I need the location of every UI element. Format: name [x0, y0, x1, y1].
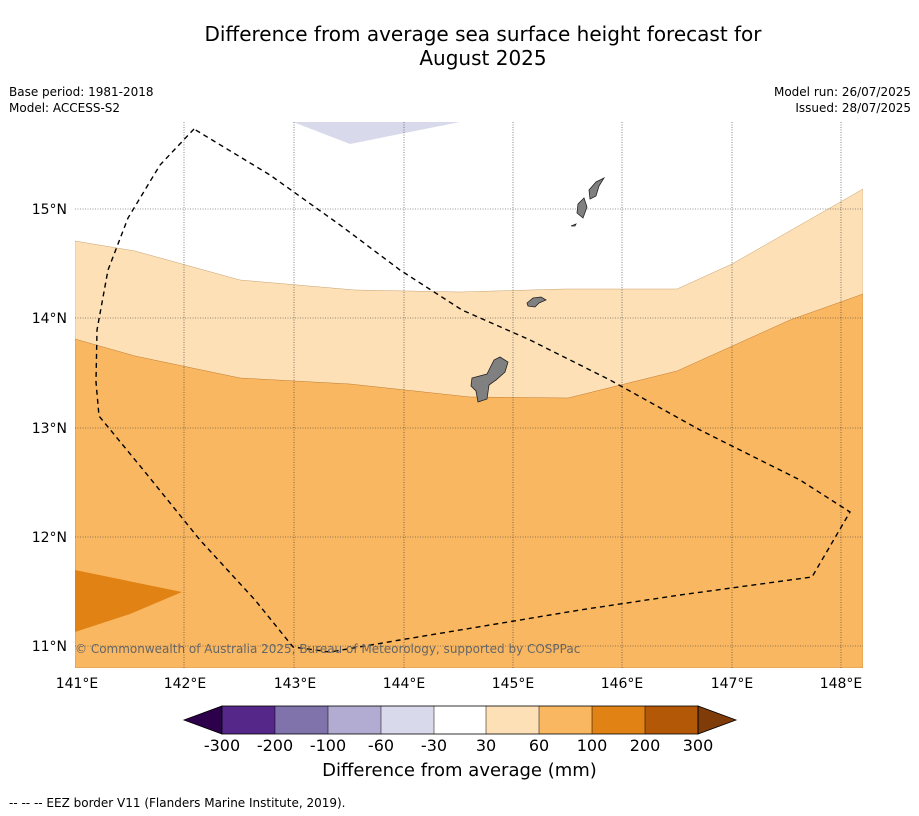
- gridlines: [75, 122, 863, 668]
- rota-island: [526, 296, 547, 308]
- lat-label-13n: 13°N: [32, 421, 67, 437]
- colorbar-segment-6: [486, 706, 539, 734]
- colorbar-outline: [221, 705, 699, 735]
- colorbar-tick-10: 300: [683, 736, 714, 755]
- lat-label-15n: 15°N: [32, 202, 67, 218]
- colorbar-title: Difference from average (mm): [322, 760, 597, 781]
- lon-labels: 141°E 142°E 143°E 144°E 145°E 146°E 147°…: [56, 676, 863, 692]
- model-text: Model: ACCESS-S2: [9, 101, 121, 115]
- eez-border: [95, 128, 851, 653]
- colorbar-tick-3: -100: [310, 736, 346, 755]
- lon-label-143e: 143°E: [274, 676, 317, 692]
- base-period-text: Base period: 1981-2018: [9, 85, 154, 99]
- lon-label-142e: 142°E: [164, 676, 207, 692]
- anomaly-band-100-200: [75, 570, 182, 632]
- colorbar-segment-1: [222, 706, 275, 734]
- tinian-island: [576, 197, 588, 219]
- model-run-text: Model run: 26/07/2025: [773, 85, 911, 99]
- lon-label-147e: 147°E: [711, 676, 754, 692]
- lon-label-141e: 141°E: [56, 676, 99, 692]
- issued-text: Issued: 28/07/2025: [795, 101, 911, 115]
- colorbar-tick-5: -30: [421, 736, 447, 755]
- guam-island: [470, 356, 509, 403]
- colorbar-segment-2: [275, 706, 328, 734]
- meta-right: Model run: 26/07/2025 Issued: 28/07/2025: [774, 84, 911, 116]
- colorbar-tick-8: 100: [577, 736, 608, 755]
- lon-label-145e: 145°E: [492, 676, 535, 692]
- meta-left: Base period: 1981-2018 Model: ACCESS-S2: [9, 84, 154, 116]
- title-line-2: August 2025: [419, 46, 547, 70]
- colorbar-segment-8: [592, 706, 645, 734]
- colorbar-under-arrow: [182, 705, 223, 735]
- colorbar-segment-4: [381, 706, 434, 734]
- colorbar-segment-9: [645, 706, 698, 734]
- eez-legend-note: -- -- -- EEZ border V11 (Flanders Marine…: [9, 796, 346, 810]
- map-panel: © Commonwealth of Australia 2025, Bureau…: [75, 122, 863, 668]
- colorbar-tick-2: -200: [257, 736, 293, 755]
- anomaly-band-60-100: [75, 293, 863, 668]
- lat-label-12n: 12°N: [32, 530, 67, 546]
- lon-label-148e: 148°E: [820, 676, 863, 692]
- land-islands: [470, 177, 606, 403]
- lon-label-146e: 146°E: [601, 676, 644, 692]
- anomaly-band-neg60-neg30: [293, 122, 460, 144]
- lat-label-14n: 14°N: [32, 311, 67, 327]
- colorbar-tick-6: 30: [476, 736, 496, 755]
- colorbar-tick-7: 60: [529, 736, 549, 755]
- title-line-1: Difference from average sea surface heig…: [204, 22, 762, 46]
- colorbar-tick-4: -60: [368, 736, 394, 755]
- lat-label-11n: 11°N: [32, 639, 67, 655]
- lat-labels: 15°N 14°N 13°N 12°N 11°N: [32, 202, 67, 655]
- chart-title: Difference from average sea surface heig…: [0, 22, 919, 70]
- aguijan-island: [570, 223, 577, 227]
- colorbar-segment-7: [539, 706, 592, 734]
- colorbar: -300 -200 -100 -60 -30 30 60 100 200 300: [182, 705, 738, 755]
- colorbar-tick-1: -300: [204, 736, 240, 755]
- colorbar-segment-3: [328, 706, 381, 734]
- colorbar-over-arrow: [697, 705, 738, 735]
- copyright-text: © Commonwealth of Australia 2025, Bureau…: [75, 642, 580, 656]
- lon-label-144e: 144°E: [383, 676, 426, 692]
- saipan-island: [588, 177, 606, 200]
- colorbar-segment-5: [434, 706, 486, 734]
- colorbar-tick-9: 200: [630, 736, 661, 755]
